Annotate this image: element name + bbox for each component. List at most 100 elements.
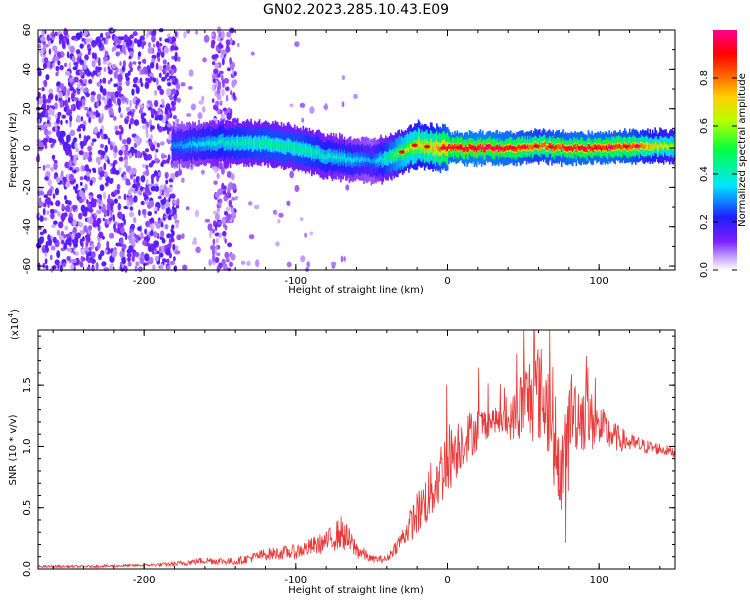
heatmap-cell (126, 199, 130, 208)
ridge-cell (321, 153, 324, 159)
heatmap-cell (88, 79, 91, 84)
heatmap-cell (39, 231, 44, 236)
heatmap-cell (152, 186, 156, 192)
ridge-cell (258, 139, 261, 145)
heatmap-cell (59, 130, 65, 138)
heatmap-cell (66, 134, 71, 143)
ridge-cell (252, 142, 255, 147)
ridge-cell (404, 148, 406, 153)
ridge-cell (369, 158, 371, 163)
ridge-cell (556, 144, 558, 150)
heatmap-cell (158, 220, 162, 224)
heatmap-cell (150, 230, 154, 237)
heatmap-cell (66, 143, 72, 152)
heatmap-cell (131, 255, 135, 262)
ridge-cell (260, 142, 262, 148)
heatmap-cell (147, 211, 152, 217)
heatmap-cell (65, 110, 72, 116)
heatmap-cell (158, 65, 164, 71)
heatmap-cell (65, 205, 70, 213)
ridge-cell (341, 154, 343, 159)
heatmap-cell (129, 206, 134, 211)
ridge-cell (391, 155, 393, 160)
heatmap-cell (149, 76, 153, 81)
heatmap-cell (72, 204, 78, 211)
heatmap-cell (113, 83, 119, 88)
snr-plot-area (37, 329, 676, 569)
heatmap-cell (118, 149, 123, 156)
ridge-cell (309, 148, 312, 153)
colorbar-tick-label: 0.8 (699, 70, 710, 86)
heatmap-cell (168, 196, 171, 203)
heatmap-cell (135, 176, 139, 184)
heatmap-cell (76, 116, 82, 123)
ridge-cell (370, 159, 373, 165)
heatmap-cell (170, 45, 175, 51)
heatmap-cell (341, 75, 346, 81)
snr-panel: -200 -100 0 100 0.0 0.5 1.0 1.5 Height of strai… (7, 309, 676, 596)
ridge-cell (575, 147, 578, 152)
heatmap-cell (50, 212, 55, 220)
heatmap-cell (153, 140, 158, 146)
heatmap-cell (42, 137, 49, 144)
heatmap-cell (86, 43, 91, 50)
heatmap-cell (278, 212, 284, 218)
ridge-cell (592, 147, 595, 153)
heatmap-cell (54, 31, 58, 37)
heatmap-cell (49, 208, 55, 214)
heatmap-cell (170, 100, 176, 107)
ridge-cell (560, 147, 563, 152)
heatmap-cell (86, 176, 91, 182)
x-tick-label: 0 (444, 575, 450, 586)
ridge-cell (266, 139, 268, 145)
ridge-cell (574, 144, 576, 149)
heatmap-cell (50, 245, 56, 251)
heatmap-cell (133, 38, 138, 44)
heatmap-cell (119, 61, 122, 66)
heatmap-cell (75, 251, 79, 257)
ridge-cell (175, 144, 177, 150)
heatmap-cell (96, 66, 103, 71)
ridge-cell (307, 149, 309, 154)
heatmap-cell (119, 113, 123, 118)
ridge-cell (194, 141, 197, 147)
ridge-cell (360, 156, 363, 162)
heatmap-cell (119, 213, 123, 220)
heatmap-cell (145, 164, 149, 170)
heatmap-cell (164, 224, 169, 230)
ridge-cell (621, 145, 624, 151)
ridge-peak (424, 144, 431, 149)
colorbar-ticks: 0.0 0.2 0.4 0.6 0.8 (699, 70, 737, 278)
ridge-cell (198, 140, 200, 146)
heatmap-cell (211, 39, 216, 46)
heatmap-cell (137, 39, 143, 47)
ridge-cell (421, 143, 423, 149)
heatmap-cell (38, 236, 44, 245)
ridge-cell (422, 143, 425, 149)
heatmap-cell (38, 197, 42, 203)
heatmap-cell (46, 98, 52, 104)
heatmap-cell (227, 183, 233, 190)
ridge-cell (554, 144, 557, 150)
ridge-cell (332, 153, 335, 159)
heatmap-cell (38, 112, 44, 118)
ridge-cell (227, 141, 229, 147)
ridge-cell (428, 146, 431, 152)
heatmap-cell (48, 238, 53, 247)
colorbar-tick-label: 0.2 (699, 214, 710, 230)
heatmap-cell (275, 241, 280, 247)
ridge-cell (506, 145, 508, 151)
heatmap-cell (157, 85, 162, 91)
heatmap-cell (148, 256, 154, 265)
heatmap-cell (81, 98, 86, 106)
heatmap-cell (78, 212, 83, 220)
ridge-cell (590, 146, 592, 152)
ridge-cell (656, 145, 659, 151)
heatmap-cell (56, 129, 61, 138)
heatmap-cell (141, 208, 147, 216)
heatmap-cell (46, 104, 50, 111)
ridge-cell (375, 159, 377, 165)
ridge-cell (631, 144, 633, 150)
heatmap-cell (182, 264, 188, 271)
heatmap-cell (139, 256, 145, 265)
